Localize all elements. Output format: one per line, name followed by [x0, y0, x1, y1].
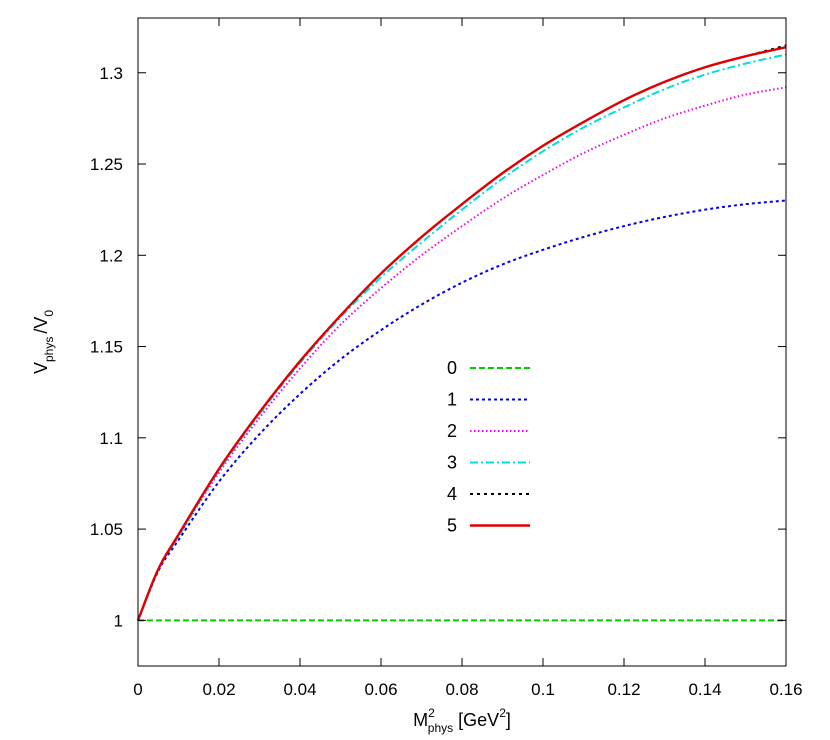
x-tick-label: 0.12	[607, 680, 640, 699]
x-label-subscript: phys	[428, 721, 453, 735]
x-label-unit-superscript: 2	[499, 706, 506, 720]
x-tick-label: 0.04	[283, 680, 316, 699]
y-axis-ticks: 1 1.05 1.1 1.15 1.2 1.25 1.3	[90, 64, 786, 630]
legend-entry-0: 0	[447, 358, 530, 378]
legend-label: 1	[447, 390, 457, 410]
series-line-1	[137, 199, 787, 621]
legend-entry-3: 3	[447, 453, 530, 473]
y-label-subscript: phys	[42, 337, 56, 362]
y-tick-label: 1.2	[99, 246, 123, 265]
x-tick-label: 0.14	[688, 680, 721, 699]
y-tick-label: 1.3	[99, 64, 123, 83]
y-label-tail: /V	[31, 317, 51, 334]
x-tick-label: 0.02	[202, 680, 235, 699]
series-curves	[136, 44, 787, 622]
x-tick-label: 0.06	[364, 680, 397, 699]
y-tick-label: 1.1	[99, 429, 123, 448]
legend-label: 4	[447, 484, 457, 504]
legend-entry-4: 4	[447, 484, 530, 504]
legend-entry-2: 2	[447, 421, 530, 441]
y-label-symbol: V	[31, 362, 51, 374]
legend-label: 3	[447, 453, 457, 473]
x-tick-label: 0.08	[445, 680, 478, 699]
x-label-superscript: 2	[428, 706, 435, 720]
y-tick-label: 1.05	[90, 520, 123, 539]
x-tick-label: 0.16	[769, 680, 802, 699]
legend-entry-1: 1	[447, 390, 530, 410]
y-tick-label: 1.25	[90, 155, 123, 174]
series-line-2	[137, 86, 787, 621]
x-label-unit-suffix: ]	[506, 710, 511, 730]
x-label-unit-prefix: [GeV	[458, 710, 499, 730]
x-axis-ticks: 0 0.02 0.04 0.06 0.08 0.1 0.12 0.14 0.16	[133, 18, 803, 699]
legend-label: 2	[447, 421, 457, 441]
y-axis-label: Vphys/V0	[31, 310, 56, 374]
legend: 0 1 2 3 4 5	[447, 358, 530, 536]
x-label-symbol: M	[413, 710, 428, 730]
series-line-5	[136, 46, 787, 621]
x-tick-label: 0.1	[531, 680, 555, 699]
legend-label: 5	[447, 516, 457, 536]
x-axis-label: M2 phys [GeV2]	[413, 706, 511, 735]
y-tick-label: 1.15	[90, 338, 123, 357]
y-tick-label: 1	[114, 611, 123, 630]
y-label-tail-subscript: 0	[42, 310, 56, 317]
legend-entry-5: 5	[447, 516, 530, 536]
x-tick-label: 0	[133, 680, 142, 699]
legend-label: 0	[447, 358, 457, 378]
